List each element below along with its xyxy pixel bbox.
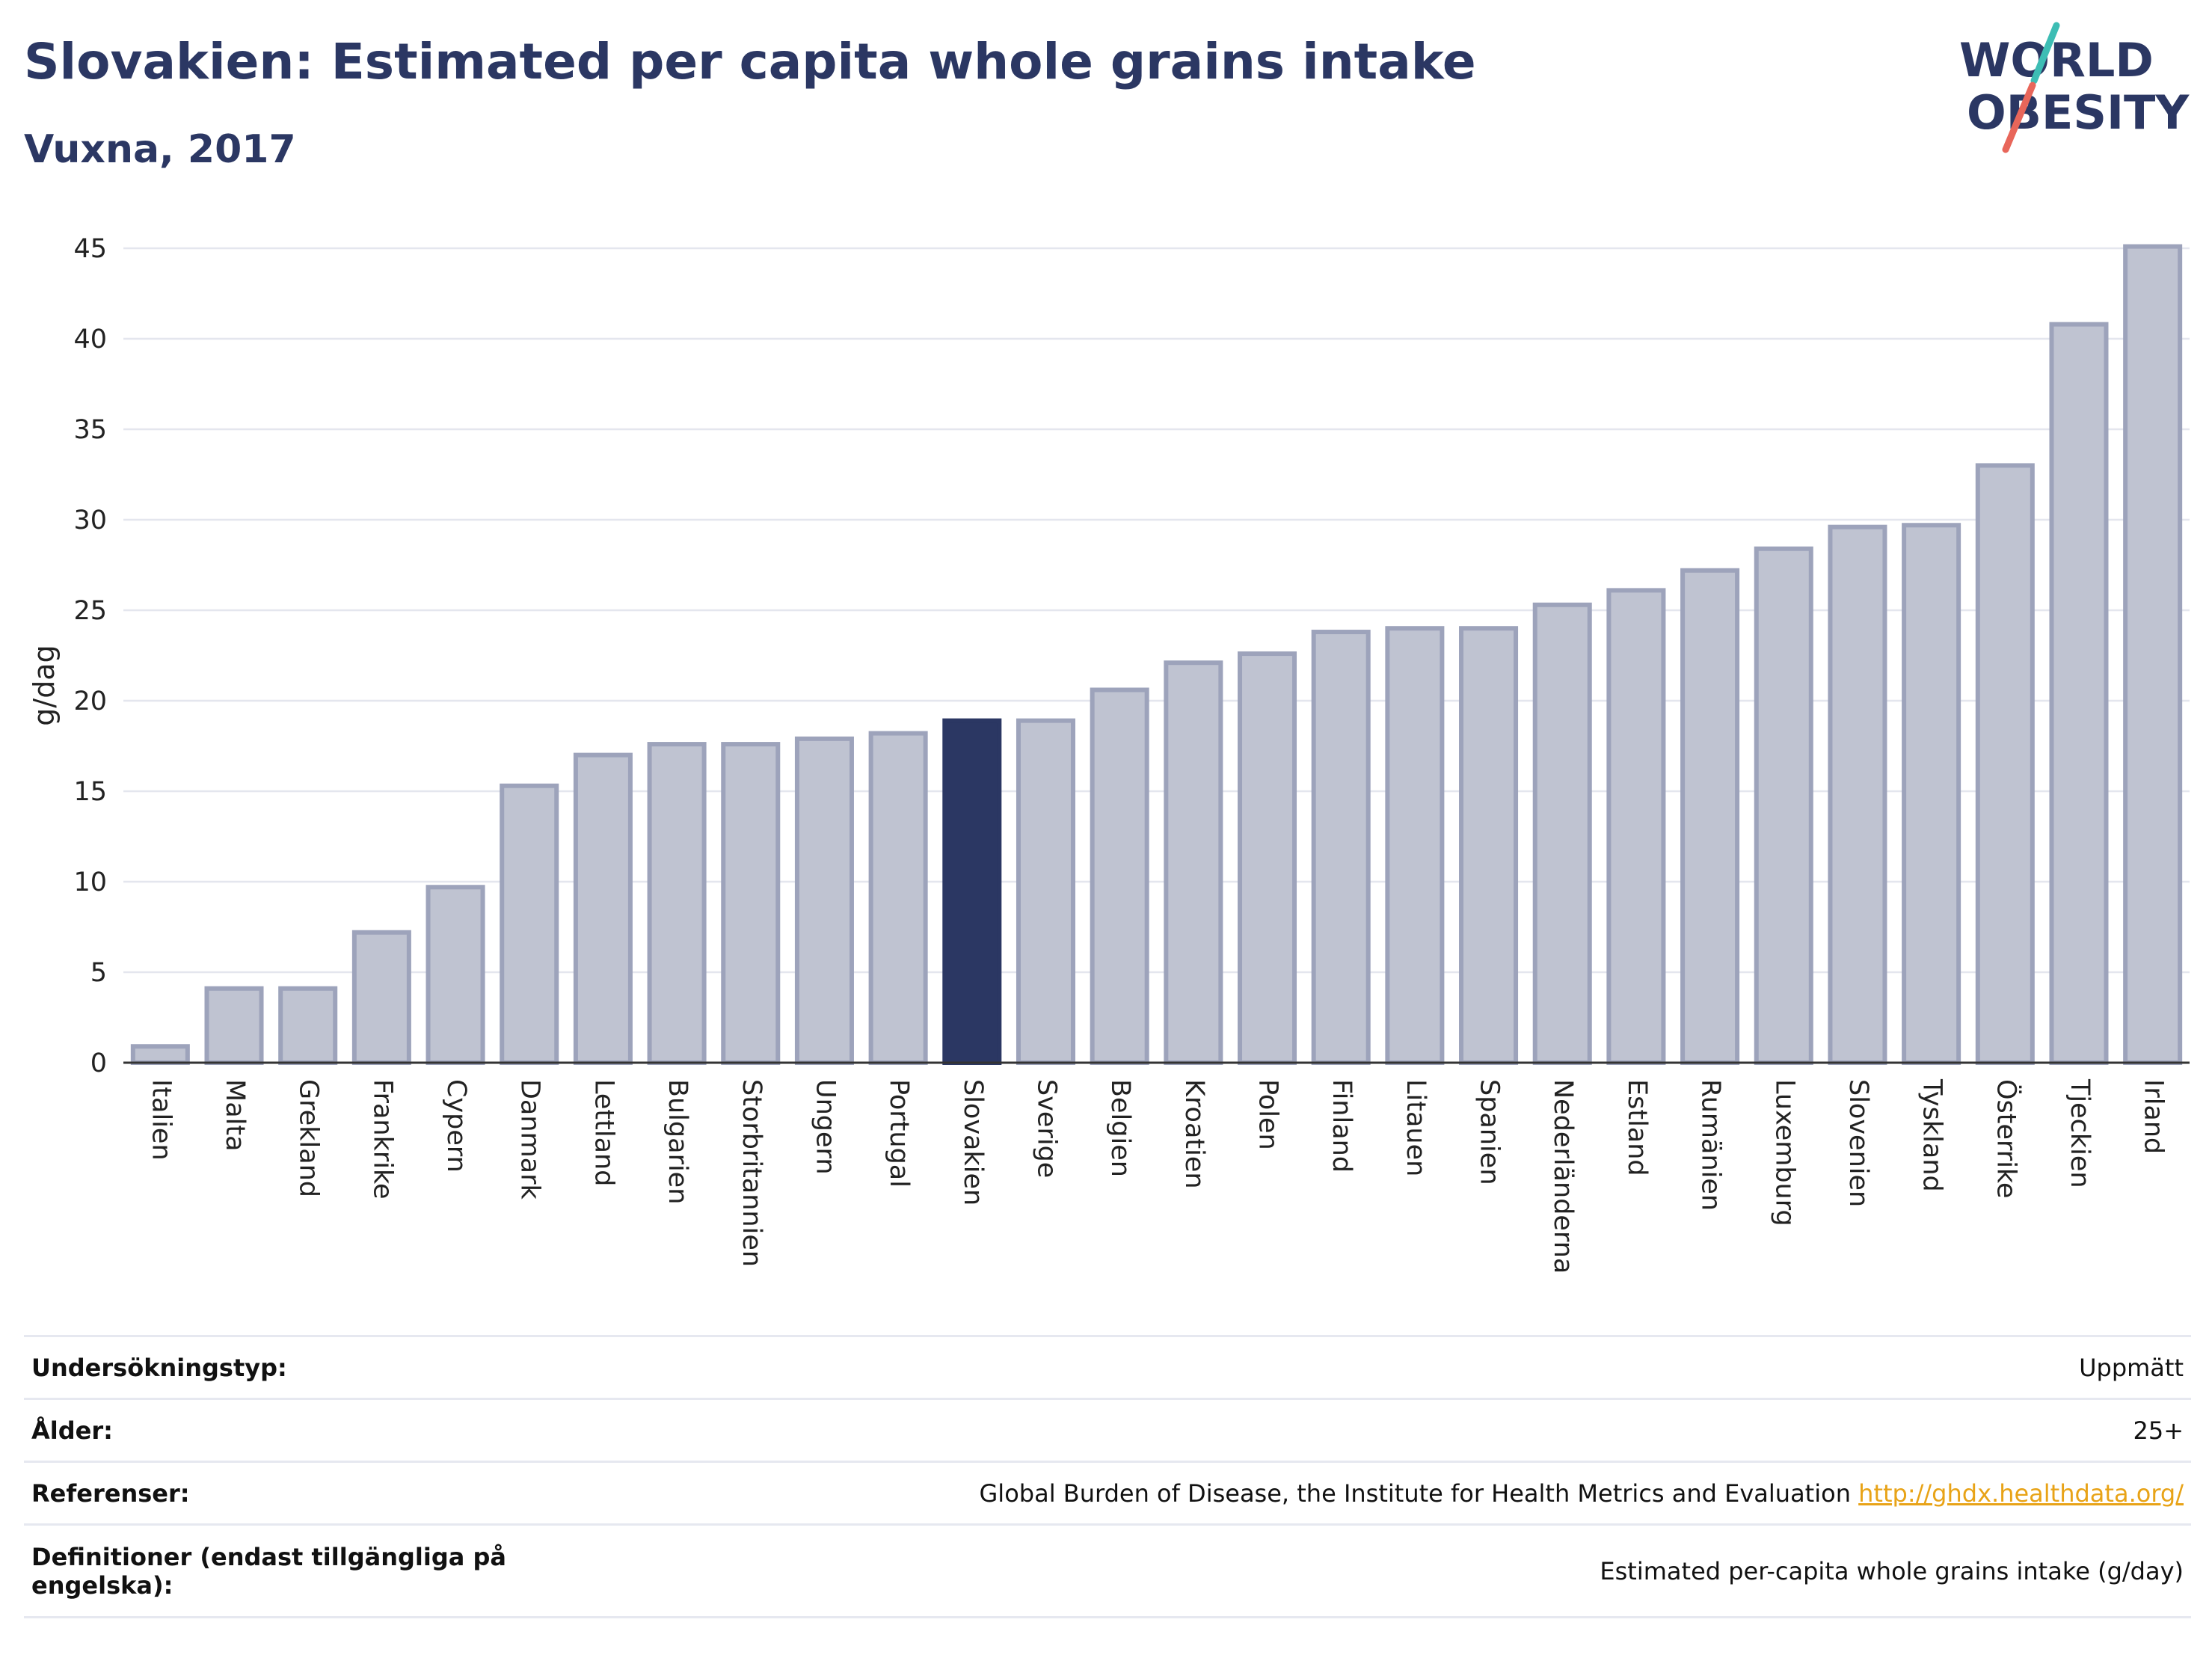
logo-text-obesity: OBESITY bbox=[1967, 85, 2190, 140]
logo-slash-top bbox=[2030, 22, 2060, 85]
x-tick-label: Storbritannien bbox=[737, 1079, 766, 1267]
x-tick-label: Slovakien bbox=[958, 1079, 988, 1206]
x-tick-label: Bulgarien bbox=[663, 1079, 692, 1204]
world-obesity-logo: WORLD OBESITY bbox=[1959, 22, 2190, 153]
meta-value: 25+ bbox=[517, 1398, 2191, 1462]
x-tick-label: Österrike bbox=[1991, 1079, 2022, 1198]
x-tick-label: Ungern bbox=[810, 1079, 840, 1175]
y-tick-label: 35 bbox=[73, 415, 107, 445]
bar-österrike bbox=[1975, 463, 2035, 1065]
bar-frankrike bbox=[351, 930, 411, 1066]
x-tick-label: Italien bbox=[146, 1079, 176, 1161]
y-tick-label: 45 bbox=[73, 234, 107, 264]
x-tick-label: Belgien bbox=[1105, 1079, 1135, 1177]
chart-title: Slovakien: Estimated per capita whole gr… bbox=[24, 33, 1476, 90]
meta-row-references: Referenser: Global Burden of Disease, th… bbox=[24, 1461, 2191, 1525]
meta-label: Definitioner (endast tillgängliga på eng… bbox=[24, 1523, 517, 1618]
bar-ungern bbox=[794, 736, 854, 1065]
meta-label: Undersökningstyp: bbox=[24, 1335, 517, 1399]
x-tick-label: Malta bbox=[220, 1079, 250, 1152]
meta-value: Uppmätt bbox=[517, 1335, 2191, 1399]
meta-value: Global Burden of Disease, the Institute … bbox=[517, 1461, 2191, 1525]
x-tick-label: Grekland bbox=[294, 1079, 324, 1197]
bar-chart: 0 5 10 15 20 25 30 35 40 45 Italien Malta Grekland F… bbox=[28, 234, 2190, 1274]
bar-sverige bbox=[1016, 718, 1075, 1065]
x-tick-label: Portugal bbox=[884, 1079, 914, 1188]
y-tick-labels: 0 5 10 15 20 25 30 35 40 45 bbox=[73, 234, 107, 1078]
logo-text-world: WORLD bbox=[1959, 33, 2154, 87]
bar-luxemburg bbox=[1754, 546, 1813, 1065]
bar-belgien bbox=[1090, 687, 1149, 1065]
bar-irland bbox=[2123, 244, 2183, 1066]
y-tick-label: 20 bbox=[73, 687, 107, 716]
bar-tjeckien bbox=[2049, 322, 2109, 1065]
meta-row-definitions: Definitioner (endast tillgängliga på eng… bbox=[24, 1523, 2191, 1618]
bar-estland bbox=[1606, 588, 1666, 1065]
y-tick-label: 10 bbox=[73, 868, 107, 897]
x-tick-label: Nederländerna bbox=[1548, 1079, 1578, 1274]
y-tick-label: 30 bbox=[73, 506, 107, 535]
x-tick-label: Polen bbox=[1253, 1079, 1283, 1150]
x-tick-label: Cypern bbox=[441, 1079, 471, 1173]
x-tick-label: Estland bbox=[1622, 1079, 1652, 1176]
x-tick-label: Irland bbox=[2139, 1079, 2169, 1154]
y-tick-label: 5 bbox=[90, 958, 107, 988]
meta-label: Ålder: bbox=[24, 1398, 517, 1462]
y-tick-label: 0 bbox=[90, 1048, 107, 1078]
y-tick-label: 25 bbox=[73, 596, 107, 626]
y-tick-label: 40 bbox=[73, 325, 107, 354]
x-tick-label: Spanien bbox=[1475, 1079, 1505, 1185]
bar-grekland bbox=[278, 986, 338, 1066]
bar-bulgarien bbox=[647, 742, 707, 1066]
x-tick-label: Sverige bbox=[1031, 1079, 1061, 1178]
metadata-table: Undersökningstyp: Uppmätt Ålder: 25+ Ref… bbox=[24, 1335, 2191, 1618]
bar-spanien bbox=[1459, 626, 1519, 1065]
bar-portugal bbox=[868, 731, 928, 1065]
bar-polen bbox=[1238, 651, 1297, 1065]
x-tick-label: Tyskland bbox=[1917, 1078, 1947, 1192]
bar-slovenien bbox=[1828, 524, 1887, 1065]
x-tick-label: Kroatien bbox=[1179, 1079, 1209, 1189]
y-axis-label: g/dag bbox=[28, 645, 61, 725]
x-tick-label: Lettland bbox=[589, 1079, 618, 1186]
x-tick-label: Finland bbox=[1327, 1079, 1357, 1173]
x-tick-label: Luxemburg bbox=[1769, 1079, 1799, 1226]
reference-link[interactable]: http://ghdx.healthdata.org/ bbox=[1858, 1479, 2184, 1508]
x-tick-label: Litauen bbox=[1401, 1079, 1431, 1176]
x-tick-label: Frankrike bbox=[367, 1079, 397, 1200]
bar-cypern bbox=[425, 885, 485, 1066]
bar-storbritannien bbox=[721, 742, 781, 1066]
bar-malta bbox=[204, 986, 264, 1066]
bar-slovakien bbox=[942, 718, 1002, 1065]
meta-label: Referenser: bbox=[24, 1461, 517, 1525]
logo-slash-bottom bbox=[2002, 82, 2036, 153]
bar-nederländerna bbox=[1532, 602, 1592, 1065]
meta-value: Estimated per-capita whole grains intake… bbox=[517, 1523, 2191, 1618]
bar-rumänien bbox=[1680, 568, 1740, 1065]
x-tick-label: Danmark bbox=[515, 1079, 545, 1200]
reference-text: Global Burden of Disease, the Institute … bbox=[979, 1479, 1851, 1508]
x-tick-label: Rumänien bbox=[1696, 1079, 1726, 1211]
y-tick-label: 15 bbox=[73, 777, 107, 807]
meta-row-age: Ålder: 25+ bbox=[24, 1398, 2191, 1462]
bar-finland bbox=[1311, 630, 1371, 1065]
bar-litauen bbox=[1385, 626, 1445, 1065]
x-tick-label: Slovenien bbox=[1843, 1079, 1873, 1207]
x-tick-labels: Italien Malta Grekland Frankrike Cypern Danma… bbox=[146, 1078, 2168, 1274]
bar-italien bbox=[130, 1044, 190, 1065]
bar-lettland bbox=[573, 752, 633, 1065]
bar-danmark bbox=[500, 783, 559, 1065]
bars bbox=[130, 244, 2183, 1066]
chart-subtitle: Vuxna, 2017 bbox=[24, 127, 296, 172]
bar-kroatien bbox=[1164, 660, 1223, 1065]
meta-row-survey-type: Undersökningstyp: Uppmätt bbox=[24, 1335, 2191, 1399]
x-tick-label: Tjeckien bbox=[2065, 1078, 2095, 1188]
bar-tyskland bbox=[1902, 523, 1961, 1065]
